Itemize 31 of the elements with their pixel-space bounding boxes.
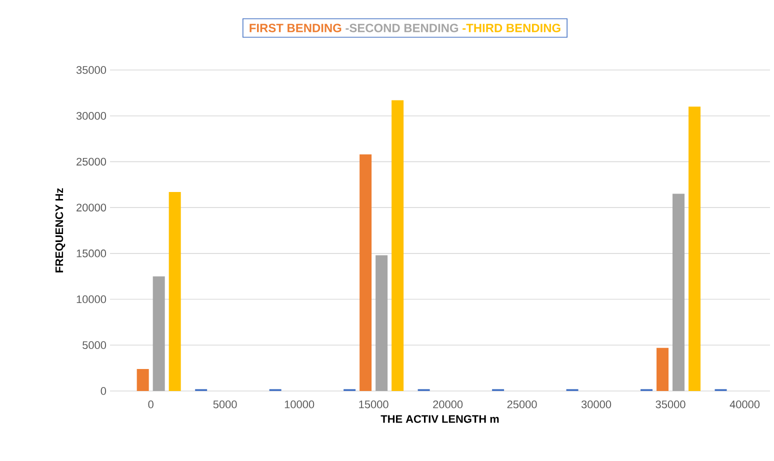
bar (392, 100, 404, 391)
y-tick-label: 5000 (82, 341, 106, 350)
x-tick-label: 5000 (213, 400, 237, 408)
bar (688, 106, 701, 391)
x-axis-title: THE ACTIV LENGTH m (380, 415, 499, 423)
text: -SECOND BENDING (346, 24, 458, 32)
y-tick-label: 15000 (76, 250, 106, 258)
bar (376, 255, 388, 391)
x-tick-label: 15000 (359, 400, 388, 408)
bar (672, 194, 685, 391)
x-tick-label: 40000 (730, 400, 760, 408)
bar (168, 192, 181, 391)
y-tick-label: 35000 (76, 66, 106, 74)
bar (152, 276, 165, 391)
y-tick-label: 20000 (76, 204, 106, 212)
bar (136, 368, 149, 391)
x-tick-label: 10000 (284, 400, 314, 408)
x-tick-label: 35000 (656, 400, 686, 408)
text: -THIRD BENDING (462, 24, 560, 32)
text: FIRST BENDING (250, 24, 342, 32)
x-tick-label: 20000 (433, 400, 463, 408)
bar (360, 154, 372, 391)
y-tick-label: 10000 (76, 295, 106, 304)
y-axis-title: FREQUENCY Hz (55, 188, 66, 272)
x-tick-label: 25000 (507, 400, 537, 408)
y-tick-label: 30000 (76, 112, 106, 120)
y-tick-label: 0 (100, 387, 106, 395)
x-tick-label: 30000 (581, 400, 612, 408)
y-tick-label: 25000 (76, 158, 106, 166)
bar (656, 348, 669, 391)
x-tick-label: 0 (148, 400, 154, 408)
